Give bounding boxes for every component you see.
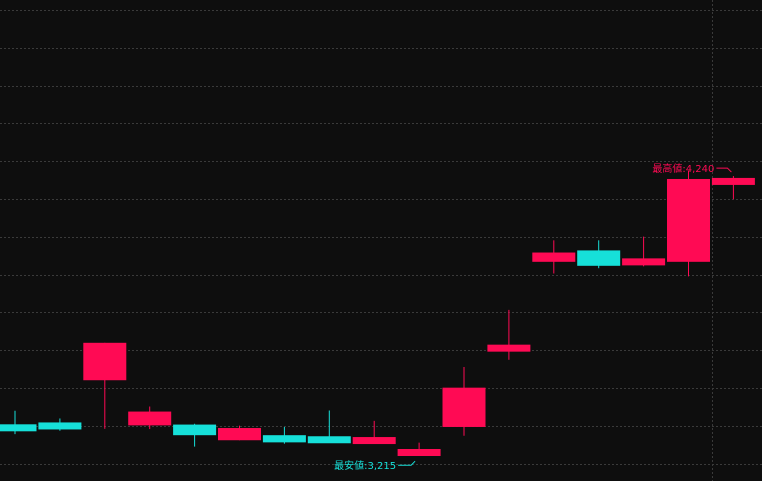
candle [532,240,576,274]
candle-body [83,342,127,381]
candle [307,410,351,444]
candle-body [128,411,172,426]
candle-body [442,387,486,427]
max-value-pointer [716,167,732,173]
candles [0,170,755,456]
candle [173,423,217,447]
candle-body [0,424,37,432]
max-value-label: 最高値:4,240 [652,162,714,175]
candle [622,236,666,267]
candle [667,170,710,277]
candle [577,240,621,269]
candle [487,309,531,360]
candle-body [397,449,441,456]
candle-body [622,258,666,266]
candle [218,425,261,441]
candle [352,420,396,445]
candle [38,418,82,431]
candle [442,366,486,436]
candle-body [711,177,755,185]
candle-body [487,344,531,352]
candle [262,426,306,444]
candle-body [173,424,217,436]
annotations: 最高値:4,240 最安値:3,215 [334,162,732,472]
candle-body [667,178,710,262]
min-value-label: 最安値:3,215 [334,459,396,472]
candle-body [307,436,351,444]
min-value-pointer [398,460,416,466]
candle-body [262,435,306,443]
candle [0,410,37,435]
candle-body [532,252,576,262]
candle [128,406,172,430]
candle [83,342,127,429]
candle [711,176,755,200]
candle [397,442,441,456]
candle-body [38,422,82,430]
candle-body [218,428,261,441]
candle-body [577,250,621,266]
candle-body [352,437,396,445]
